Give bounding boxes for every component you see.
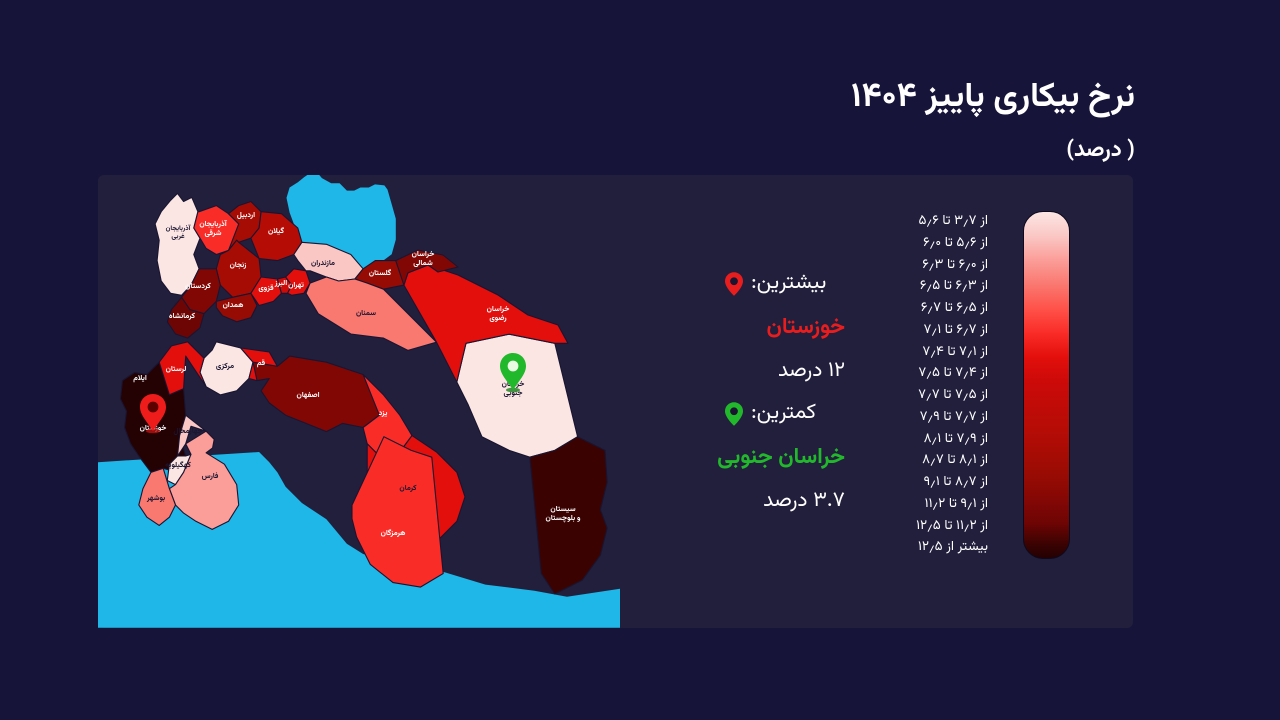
svg-text:مرکزی: مرکزی: [216, 361, 234, 373]
svg-text:اصفهان: اصفهان: [296, 390, 319, 402]
svg-text:شمالی: شمالی: [413, 258, 433, 270]
svg-text:شرقی: شرقی: [205, 228, 222, 240]
svg-text:ایلام: ایلام: [133, 373, 147, 385]
svg-text:اردبیل: اردبیل: [237, 210, 255, 222]
svg-text:و بلوچستان: و بلوچستان: [545, 513, 581, 525]
svg-text:بوشهر: بوشهر: [146, 493, 165, 505]
svg-text:کهگیلویه: کهگیلویه: [165, 460, 191, 472]
svg-text:یزد: یزد: [379, 408, 388, 420]
svg-text:تهران: تهران: [288, 280, 304, 292]
svg-text:هرمزگان: هرمزگان: [381, 528, 406, 540]
svg-text:چهارمحال: چهارمحال: [173, 426, 202, 438]
svg-text:زنجان: زنجان: [230, 260, 247, 272]
svg-text:رضوی: رضوی: [489, 313, 507, 325]
svg-text:مازندران: مازندران: [311, 258, 335, 270]
svg-text:فارس: فارس: [202, 471, 219, 483]
svg-text:گلستان: گلستان: [369, 268, 392, 280]
svg-text:کرمان: کرمان: [399, 483, 417, 495]
svg-text:کردستان: کردستان: [185, 281, 211, 293]
svg-text:غربی: غربی: [171, 231, 185, 242]
svg-text:لرستان: لرستان: [166, 364, 187, 376]
svg-text:قم: قم: [257, 358, 266, 370]
svg-text:قزوی: قزوی: [258, 283, 274, 295]
svg-text:کرمانشاه: کرمانشاه: [169, 311, 196, 323]
svg-text:همدان: همدان: [223, 300, 244, 312]
svg-text:البرز: البرز: [274, 278, 287, 290]
svg-text:گیلان: گیلان: [268, 226, 285, 238]
svg-text:سمنان: سمنان: [356, 308, 376, 320]
